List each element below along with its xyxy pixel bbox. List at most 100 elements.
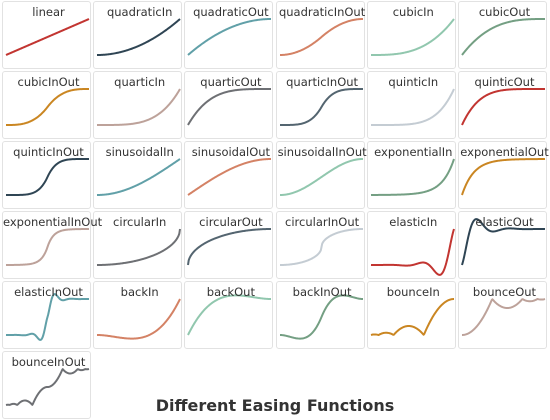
easing-curve-elasticOut bbox=[461, 218, 546, 266]
easing-card-quinticIn: quinticIn bbox=[366, 71, 456, 139]
easing-curve-quarticInOut bbox=[279, 88, 363, 126]
easing-card-linear: linear bbox=[2, 1, 91, 69]
easing-plot bbox=[5, 368, 90, 406]
easing-label: circularInOut bbox=[285, 215, 360, 229]
easing-curve-quinticOut bbox=[461, 88, 546, 126]
easing-label: backIn bbox=[120, 285, 159, 299]
easing-label: elasticIn bbox=[389, 215, 438, 229]
easing-card-cubicInOut: cubicInOut bbox=[2, 71, 91, 139]
easing-curve-quarticOut bbox=[187, 88, 272, 126]
easing-curve-exponentialOut bbox=[461, 158, 546, 196]
easing-card-circularIn: circularIn bbox=[93, 211, 183, 279]
easing-plot bbox=[279, 88, 363, 126]
easing-plot bbox=[96, 88, 182, 126]
easing-plot bbox=[187, 88, 272, 126]
easing-label: exponentialInOut bbox=[3, 215, 103, 229]
easing-curve-circularOut bbox=[187, 228, 272, 266]
easing-plot bbox=[279, 228, 363, 266]
easing-plot bbox=[370, 228, 455, 276]
easing-card-backOut: backOut bbox=[184, 281, 274, 349]
easing-curve-sinusoidalOut bbox=[187, 158, 272, 196]
easing-label: quadraticOut bbox=[193, 5, 269, 19]
easing-label: bounceOut bbox=[472, 285, 537, 299]
easing-plot bbox=[461, 218, 546, 266]
easing-curve-exponentialIn bbox=[370, 158, 455, 196]
easing-card-quadraticIn: quadraticIn bbox=[93, 1, 183, 69]
easing-label: backOut bbox=[206, 285, 255, 299]
easing-plot bbox=[5, 228, 90, 266]
easing-label: quinticOut bbox=[474, 75, 535, 89]
easing-card-sinusoidalIn: sinusoidalIn bbox=[93, 141, 183, 209]
easing-curve-sinusoidalInOut bbox=[279, 158, 363, 196]
easing-label: bounceIn bbox=[386, 285, 440, 299]
easing-plot bbox=[279, 294, 363, 340]
easing-label: linear bbox=[32, 5, 65, 19]
easing-plot bbox=[461, 298, 546, 336]
easing-curve-backOut bbox=[187, 294, 272, 336]
easing-label: circularOut bbox=[199, 215, 263, 229]
easing-curve-cubicOut bbox=[461, 18, 546, 56]
easing-card-quadraticOut: quadraticOut bbox=[184, 1, 274, 69]
easing-curve-bounceIn bbox=[370, 298, 455, 336]
easing-plot bbox=[461, 158, 546, 196]
easing-label: bounceInOut bbox=[11, 355, 86, 369]
easing-plot bbox=[5, 158, 90, 196]
easing-card-exponentialInOut: exponentialInOut bbox=[2, 211, 103, 279]
easing-label: quinticIn bbox=[388, 75, 439, 89]
easing-label: sinusoidalInOut bbox=[277, 145, 367, 159]
easing-plot bbox=[370, 158, 455, 196]
easing-plot bbox=[187, 158, 272, 196]
easing-label: cubicInOut bbox=[17, 75, 80, 89]
easing-card-elasticIn: elasticIn bbox=[366, 211, 456, 279]
easing-curve-quinticIn bbox=[370, 88, 455, 126]
easing-label: quarticIn bbox=[114, 75, 166, 89]
easing-card-quarticOut: quarticOut bbox=[184, 71, 274, 139]
easing-label: cubicOut bbox=[478, 5, 531, 19]
easing-plot bbox=[370, 298, 455, 336]
easing-plot bbox=[187, 294, 272, 336]
easing-plot bbox=[5, 88, 90, 126]
easing-card-backIn: backIn bbox=[93, 281, 183, 349]
easing-label: quadraticInOut bbox=[278, 5, 366, 19]
easing-card-quarticIn: quarticIn bbox=[93, 71, 183, 139]
easing-plot bbox=[370, 18, 455, 56]
easing-card-bounceIn: bounceIn bbox=[366, 281, 456, 349]
easing-card-exponentialOut: exponentialOut bbox=[458, 141, 549, 209]
easing-card-quadraticInOut: quadraticInOut bbox=[275, 1, 366, 69]
easing-curve-circularInOut bbox=[279, 228, 363, 266]
easing-label: exponentialIn bbox=[374, 145, 453, 159]
easing-plot bbox=[5, 293, 90, 341]
easing-card-quarticInOut: quarticInOut bbox=[275, 71, 365, 139]
easing-curve-quadraticOut bbox=[187, 18, 272, 56]
easing-label: backInOut bbox=[292, 285, 352, 299]
easing-label: cubicIn bbox=[392, 5, 434, 19]
easing-curve-exponentialInOut bbox=[5, 228, 90, 266]
easing-curve-quinticInOut bbox=[5, 158, 90, 196]
easing-plot bbox=[96, 18, 181, 56]
easing-label: circularIn bbox=[113, 215, 167, 229]
easing-label: exponentialOut bbox=[460, 145, 549, 159]
easing-card-circularOut: circularOut bbox=[184, 211, 274, 279]
easing-curve-bounceOut bbox=[461, 298, 546, 336]
easing-curve-elasticInOut bbox=[5, 293, 90, 341]
easing-plot bbox=[96, 228, 182, 266]
easing-card-sinusoidalOut: sinusoidalOut bbox=[184, 141, 274, 209]
easing-label: quinticInOut bbox=[13, 145, 84, 159]
easing-curve-cubicIn bbox=[370, 18, 455, 56]
easing-curve-elasticIn bbox=[370, 228, 455, 276]
easing-card-sinusoidalInOut: sinusoidalInOut bbox=[275, 141, 367, 209]
easing-card-elasticInOut: elasticInOut bbox=[2, 281, 91, 349]
easing-card-bounceOut: bounceOut bbox=[458, 281, 547, 349]
easing-plot bbox=[96, 158, 181, 196]
easing-card-circularInOut: circularInOut bbox=[275, 211, 365, 279]
easing-label: quarticOut bbox=[200, 75, 262, 89]
easing-curve-circularIn bbox=[96, 228, 182, 266]
easing-curve-quadraticIn bbox=[96, 18, 181, 56]
easing-plot bbox=[461, 18, 546, 56]
easing-plot bbox=[96, 298, 182, 340]
easing-card-backInOut: backInOut bbox=[275, 281, 365, 349]
easing-curve-quadraticInOut bbox=[279, 18, 363, 56]
easing-label: elasticOut bbox=[475, 215, 534, 229]
easing-card-cubicOut: cubicOut bbox=[458, 1, 547, 69]
